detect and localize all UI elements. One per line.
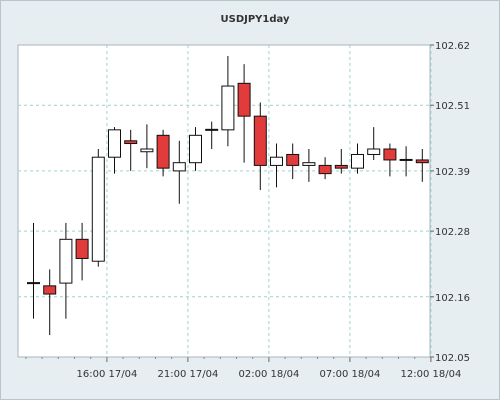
candle — [237, 64, 251, 163]
candle-body-bullish — [189, 134, 202, 164]
candle-body-bearish — [318, 164, 332, 175]
candle-body-bearish — [286, 153, 300, 166]
candle — [156, 129, 170, 177]
candle-body-bullish — [221, 85, 235, 131]
y-tick-label: 102.16 — [435, 293, 470, 304]
candle — [91, 149, 105, 267]
chart-title: USDJPY1day — [221, 14, 290, 25]
candle — [124, 129, 138, 171]
candle-body-bearish — [383, 148, 397, 161]
candle — [59, 222, 73, 319]
candle-body-bearish — [43, 285, 57, 295]
candle — [253, 102, 267, 191]
candle — [140, 124, 154, 169]
y-tick-label: 102.62 — [435, 41, 470, 52]
x-tick-label: 12:00 18/04 — [400, 369, 461, 380]
candle-body-bullish — [270, 156, 283, 166]
candle — [205, 121, 219, 149]
candle — [270, 143, 283, 188]
candle — [286, 143, 300, 180]
candle — [221, 55, 235, 147]
y-tick-label: 102.05 — [435, 353, 470, 364]
candle-body-bullish — [172, 162, 186, 172]
candles — [27, 55, 429, 336]
candle-body-bullish — [351, 153, 364, 169]
y-tick-label: 102.28 — [435, 227, 470, 238]
candle — [318, 157, 332, 180]
candle-body-bullish — [399, 158, 413, 161]
candle — [75, 222, 89, 281]
y-tick-label: 102.39 — [435, 167, 470, 178]
candle-body-bearish — [253, 115, 267, 166]
candle-body-bearish — [334, 164, 348, 169]
candle — [302, 149, 316, 182]
candle-body-bullish — [302, 162, 316, 166]
x-axis-ticks: 16:00 17/04 21:00 17/04 02:00 18/04 07:00 1… — [25, 357, 461, 380]
candle-body-bullish — [367, 148, 381, 155]
candle — [367, 127, 381, 160]
candle-body-bullish — [140, 148, 154, 153]
candle-body-bullish — [91, 156, 105, 262]
candle-body-bullish — [27, 282, 40, 285]
candle-body-bullish — [108, 129, 121, 158]
candle-body-bearish — [415, 159, 429, 164]
candle — [415, 149, 429, 182]
candle-body-bearish — [75, 238, 89, 259]
candle — [383, 143, 397, 177]
x-tick-label: 02:00 18/04 — [238, 369, 299, 380]
candle — [43, 269, 57, 336]
candle-body-bearish — [156, 134, 170, 169]
y-axis-ticks: 102.05 102.16 102.28 102.39 102.51 102.62 — [430, 41, 470, 364]
y-tick-label: 102.51 — [435, 101, 470, 112]
candle — [27, 222, 40, 319]
candle — [172, 140, 186, 204]
candle — [189, 127, 202, 171]
candle — [108, 127, 121, 174]
candle-body-bullish — [205, 128, 219, 131]
candle-body-bullish — [59, 238, 73, 284]
x-tick-label: 07:00 18/04 — [319, 369, 380, 380]
candle-body-bearish — [237, 82, 251, 117]
x-tick-label: 16:00 17/04 — [76, 369, 137, 380]
candle-body-bearish — [124, 140, 138, 145]
x-tick-label: 21:00 17/04 — [157, 369, 218, 380]
grid-lines — [18, 45, 432, 357]
candle — [334, 149, 348, 174]
candle — [399, 146, 413, 177]
candle — [351, 143, 364, 174]
